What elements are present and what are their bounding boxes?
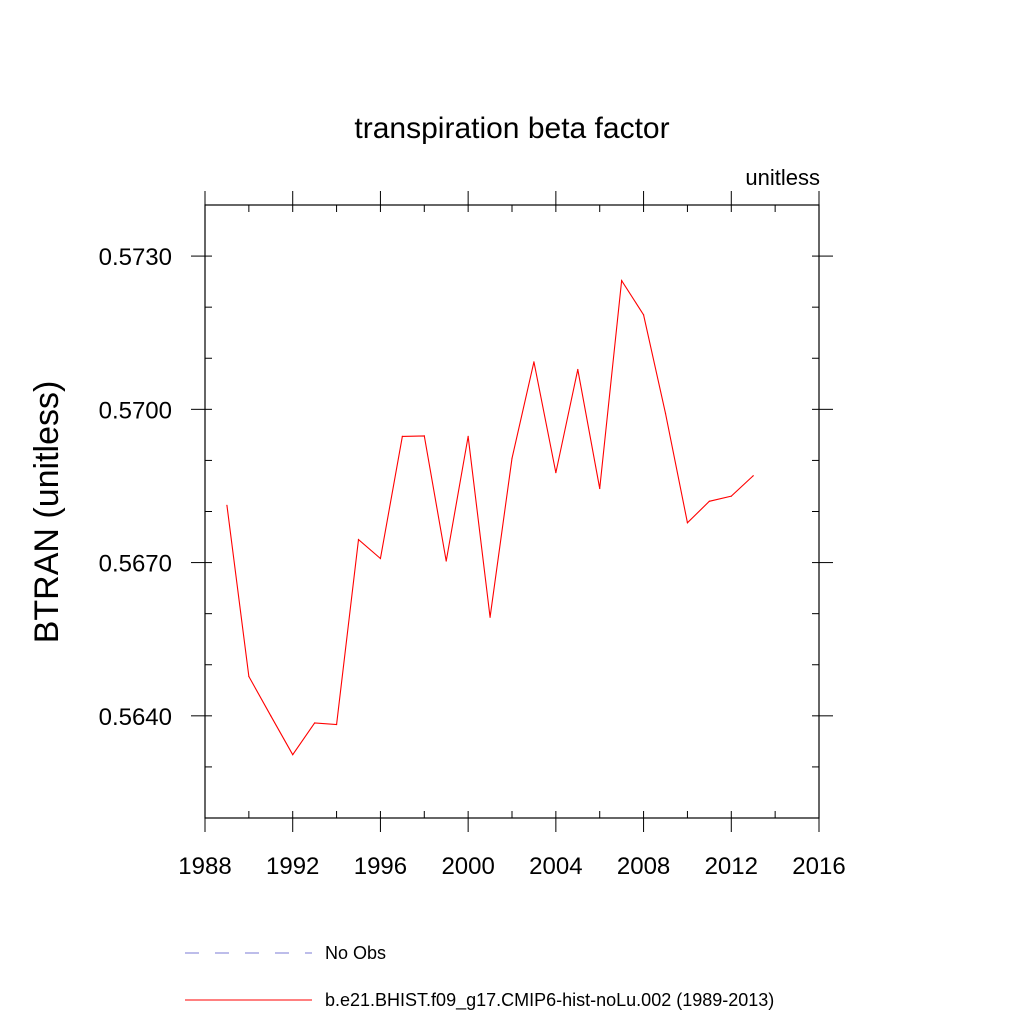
- data-point: [533, 361, 535, 363]
- chart-title: transpiration beta factor: [354, 112, 669, 145]
- data-point: [664, 412, 667, 415]
- data-point: [270, 715, 272, 717]
- data-point: [423, 435, 425, 437]
- y-tick-label: 0.5730: [99, 244, 172, 271]
- data-point: [445, 560, 447, 562]
- data-point: [730, 495, 732, 497]
- x-tick-label: 2008: [617, 853, 670, 880]
- data-point: [357, 538, 360, 541]
- data-point: [248, 675, 250, 678]
- data-point: [686, 522, 689, 524]
- data-point: [621, 280, 623, 282]
- data-point: [314, 722, 316, 724]
- data-point: [599, 487, 601, 490]
- legend: No Obs b.e21.BHIST.f09_g17.CMIP6-hist-noL…: [185, 943, 774, 1011]
- data-point: [379, 557, 382, 560]
- legend-label: No Obs: [325, 943, 386, 963]
- units-label: unitless: [745, 165, 820, 190]
- y-tick-label: 0.5700: [99, 397, 172, 424]
- data-point: [577, 368, 579, 371]
- data-point: [642, 314, 645, 316]
- x-tick-label: 2012: [705, 853, 758, 880]
- x-tick-label: 2016: [792, 853, 845, 880]
- data-point: [335, 723, 338, 726]
- y-axis-label: BTRAN (unitless): [28, 381, 66, 644]
- axes-layer: 1988 1992 1996 2000 2004 2008 2012 2016 0.5640 0.…: [99, 191, 846, 880]
- data-point: [555, 472, 557, 474]
- x-tick-label: 2000: [441, 853, 494, 880]
- x-tick-label: 1996: [354, 853, 407, 880]
- data-point: [511, 457, 513, 459]
- series-layer: [226, 278, 754, 756]
- data-point: [292, 754, 294, 756]
- data-point: [489, 616, 491, 618]
- data-point: [467, 435, 469, 438]
- data-point: [752, 475, 754, 477]
- plot-frame: [204, 204, 820, 819]
- y-tick-label: 0.5640: [99, 704, 172, 731]
- x-tick-label: 2004: [529, 853, 582, 880]
- data-point: [226, 504, 228, 506]
- y-tick-label: 0.5670: [99, 551, 172, 578]
- data-point: [401, 435, 403, 438]
- legend-label: b.e21.BHIST.f09_g17.CMIP6-hist-noLu.002 …: [325, 990, 774, 1011]
- x-tick-label: 1988: [178, 853, 231, 880]
- series-line: [226, 278, 754, 756]
- x-tick-label: 1992: [266, 853, 319, 880]
- data-point: [708, 500, 710, 502]
